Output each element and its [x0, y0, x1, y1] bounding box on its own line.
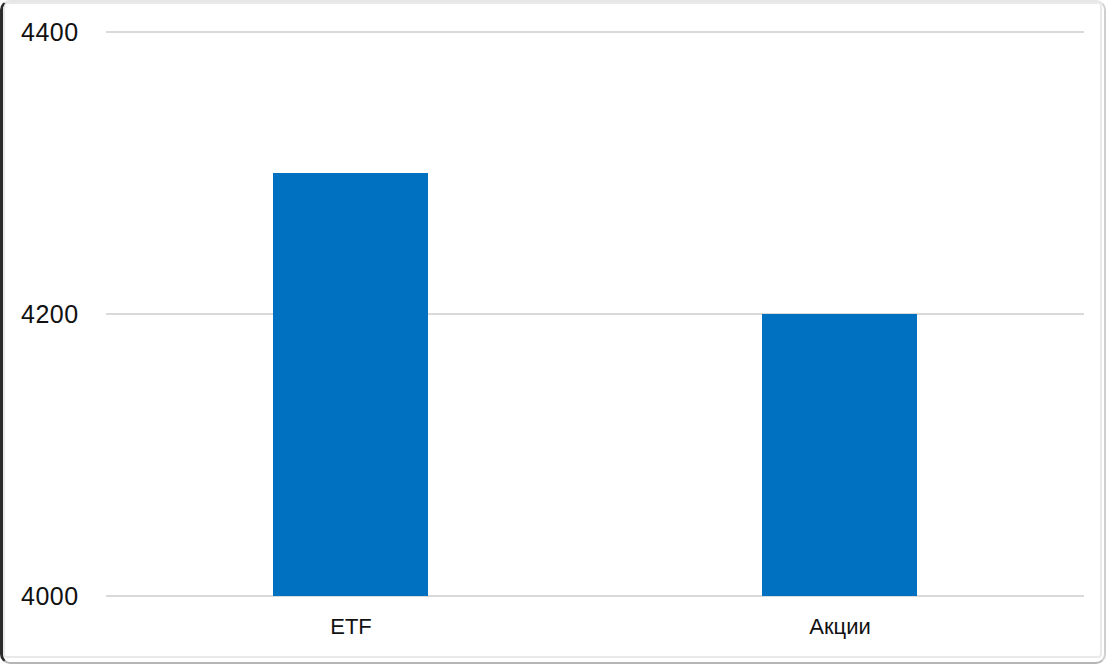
- gridline: [106, 595, 1084, 597]
- bar: [762, 314, 917, 596]
- y-axis-tick-label: 4400: [21, 17, 79, 47]
- x-axis-category-label: Акции: [690, 614, 990, 640]
- x-axis-category-label: ETF: [201, 614, 501, 640]
- chart-frame-border: [3, 2, 1102, 658]
- y-axis-tick-label: 4000: [21, 581, 79, 611]
- gridline: [106, 31, 1084, 33]
- gridline: [106, 313, 1084, 315]
- bar: [273, 173, 428, 596]
- y-axis-tick-label: 4200: [21, 299, 79, 329]
- bar-chart: 4000 4200 4400 ETF Акции: [0, 0, 1106, 664]
